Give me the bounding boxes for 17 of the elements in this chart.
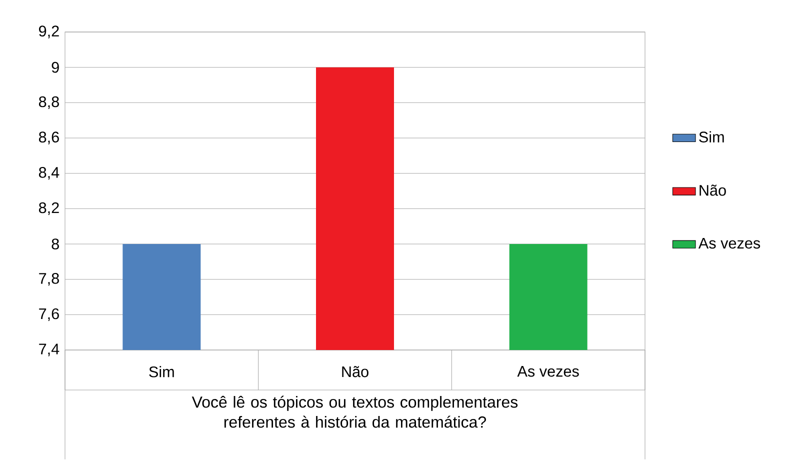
legend-label: Sim [699, 131, 724, 142]
y-tick-label: 8 [52, 238, 59, 250]
y-tick-label: 8,2 [38, 202, 59, 216]
y-tick-label: 8,6 [38, 132, 59, 144]
x-tick-label: As vezes [517, 366, 579, 377]
legend-label: As vezes [698, 238, 760, 249]
x-tick-label: Sim [149, 366, 174, 378]
y-tick-label: 7,6 [39, 308, 59, 322]
y-tick-label: 8,4 [38, 167, 60, 180]
y-tick-label: 8,8 [38, 96, 59, 110]
y-tick-label: 9 [52, 62, 59, 73]
y-tick-label: 7,8 [39, 273, 59, 286]
y-tick-label: 9,2 [39, 26, 59, 38]
x-axis-title: Você lê os tópicos ou textos complementares referentes à história da matemática? [192, 396, 518, 428]
legend-label: Não [700, 184, 726, 196]
y-tick-label: 7,4 [39, 344, 60, 356]
x-tick-label: Não [342, 366, 368, 378]
